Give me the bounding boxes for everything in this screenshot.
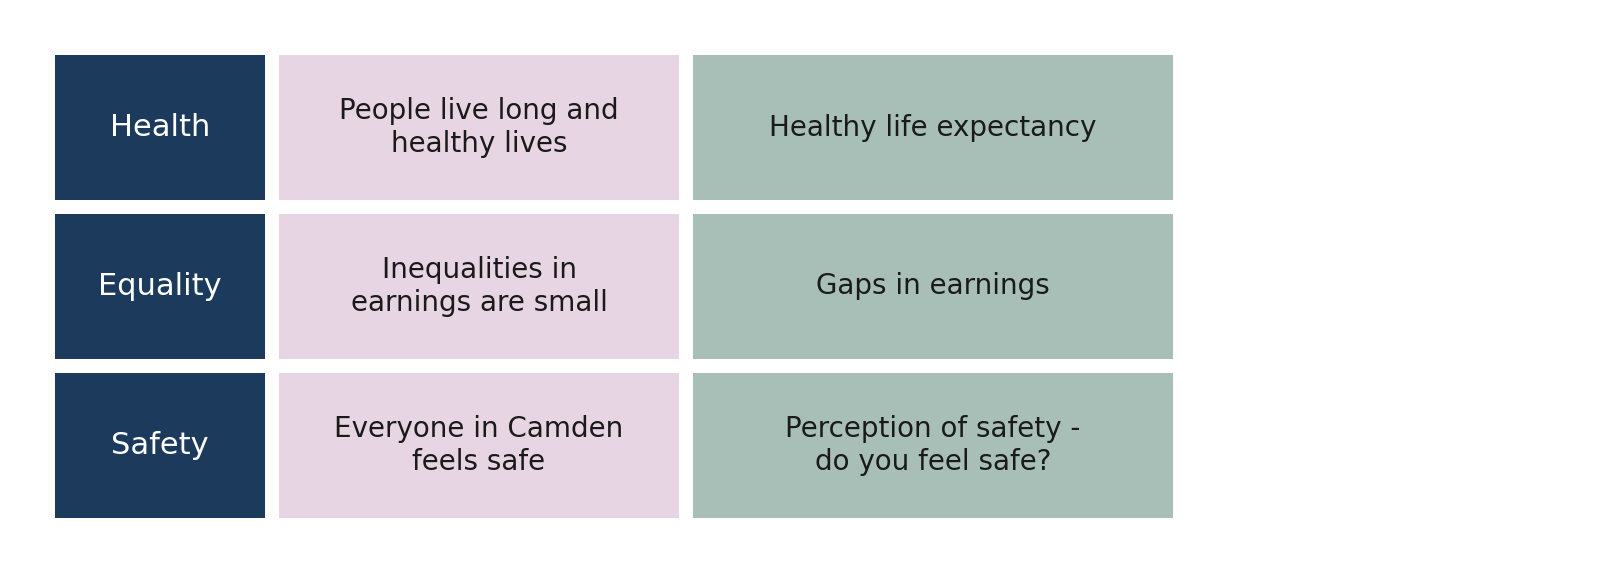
FancyBboxPatch shape — [278, 373, 680, 518]
FancyBboxPatch shape — [54, 214, 265, 359]
Text: Perception of safety -
do you feel safe?: Perception of safety - do you feel safe? — [785, 416, 1081, 476]
Text: Safety: Safety — [112, 431, 209, 460]
FancyBboxPatch shape — [54, 373, 265, 518]
Text: Gaps in earnings: Gaps in earnings — [815, 273, 1051, 301]
Text: Healthy life expectancy: Healthy life expectancy — [769, 114, 1097, 142]
Text: People live long and
healthy lives: People live long and healthy lives — [339, 98, 619, 158]
FancyBboxPatch shape — [692, 214, 1174, 359]
Text: Inequalities in
earnings are small: Inequalities in earnings are small — [350, 257, 608, 317]
FancyBboxPatch shape — [692, 55, 1174, 200]
FancyBboxPatch shape — [54, 55, 265, 200]
FancyBboxPatch shape — [278, 55, 680, 200]
FancyBboxPatch shape — [692, 373, 1174, 518]
Text: Health: Health — [110, 113, 209, 142]
Text: Everyone in Camden
feels safe: Everyone in Camden feels safe — [334, 416, 624, 476]
FancyBboxPatch shape — [278, 214, 680, 359]
Text: Equality: Equality — [98, 272, 222, 301]
